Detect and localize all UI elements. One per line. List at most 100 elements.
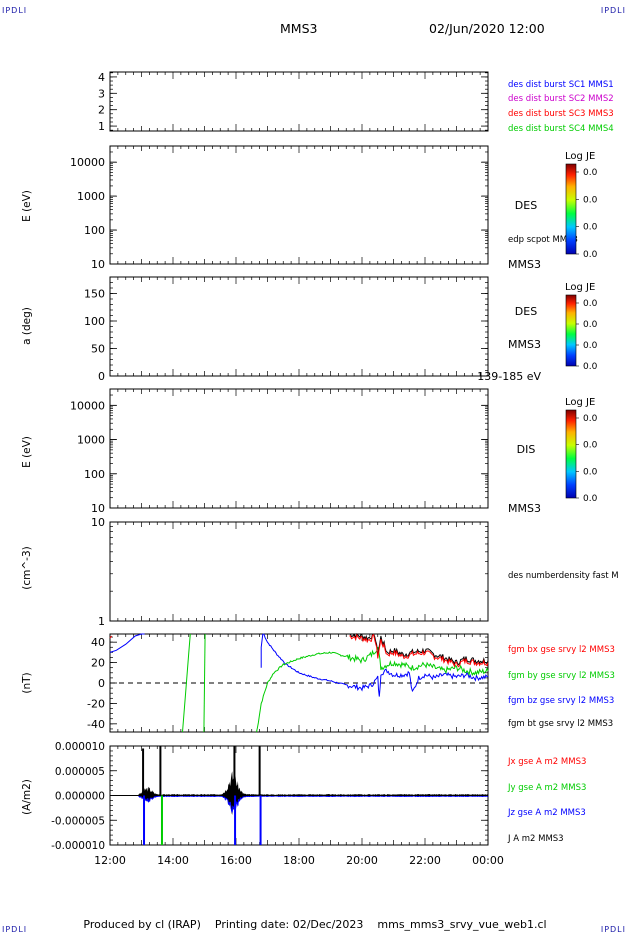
time-tick-label: 00:00 [472,854,504,867]
dis_energy-y-tick-label: 100 [84,468,105,481]
fgm-y-axis-label: (nT) [21,672,33,693]
burst-y-tick-label: 1 [98,120,105,133]
dis_energy-colorbar-title: Log JE [565,397,595,408]
des_pitch-right-label: 139-185 eV [477,370,541,383]
des_energy-y-tick-label: 100 [84,224,105,237]
fgm-series-by [256,646,489,733]
density-legend-entry: des numberdensity fast M [508,571,619,581]
des_energy-y-axis-label: E (eV) [21,190,33,222]
fgm-y-tick-label: 40 [91,636,105,649]
dis_energy-colorbar-tick-label: 0.0 [583,467,598,477]
des_energy-colorbar-tick-label: 0.0 [583,168,598,178]
dis_energy-y-tick-label: 1000 [77,434,105,447]
time-tick-label: 22:00 [409,854,441,867]
dis_energy-colorbar-tick-label: 0.0 [583,441,598,451]
current-legend-entry: Jx gse A m2 MMS3 [507,757,586,767]
burst-legend-entry: des dist burst SC1 MMS1 [508,80,614,90]
dis_energy-right-label: MMS3 [508,502,541,515]
des_pitch-y-tick-label: 100 [84,315,105,328]
time-tick-label: 18:00 [283,854,315,867]
des_pitch-y-tick-label: 50 [91,343,105,356]
current-legend-entry: Jz gse A m2 MMS3 [507,808,586,818]
corner-tag-bottom-right: IPDLI [600,925,626,934]
footer-printing-date: Printing date: 02/Dec/2023 [214,918,364,931]
des_pitch-colorbar-tick-label: 0.0 [583,362,598,372]
fgm-legend-entry: fgm bz gse srvy l2 MMS3 [508,696,614,706]
dis_energy-y-axis-label: E (eV) [21,436,33,468]
fgm-series-bx [109,635,112,639]
des_energy-panel-frame [109,145,489,265]
time-tick-label: 16:00 [220,854,252,867]
fgm-series-by [182,633,191,733]
time-tick-label: 14:00 [157,854,189,867]
fgm-series-bz [262,633,489,697]
density-y-tick-label: 1 [98,615,105,628]
time-tick-label: 20:00 [346,854,378,867]
des_energy-colorbar [565,163,577,255]
dis_energy-right-label: DIS [517,443,536,456]
burst-panel-frame [109,71,489,132]
fgm-y-tick-label: 20 [91,657,105,670]
des_pitch-right-label: MMS3 [508,338,541,351]
current-legend-entry: J A m2 MMS3 [507,834,564,844]
dis_energy-colorbar [565,409,577,499]
des_energy-right-label: DES [515,199,537,212]
fgm-series-bz [109,633,145,653]
dis_energy-panel-frame [109,388,489,509]
fgm-legend-entry: fgm bx gse srvy l2 MMS3 [508,645,615,655]
current-y-tick-label: -0.000005 [51,815,105,827]
burst-y-tick-label: 3 [98,87,105,100]
current-y-axis-label: (A/m2) [21,779,33,815]
time-tick-label: 12:00 [94,854,126,867]
burst-y-tick-label: 2 [98,104,105,117]
des_pitch-y-tick-label: 150 [84,288,105,301]
burst-legend-entry: des dist burst SC2 MMS2 [508,94,614,104]
burst-y-tick-label: 4 [98,71,105,84]
density-y-tick-label: 10 [91,516,105,529]
dis_energy-colorbar-tick-label: 0.0 [583,414,598,424]
current-y-tick-label: -0.000010 [51,840,105,852]
fgm-series-bx [349,633,489,668]
current-jz-band [138,795,489,813]
fgm-legend-entry: fgm bt gse srvy l2 MMS3 [508,719,613,729]
des_pitch-colorbar-tick-label: 0.0 [583,341,598,351]
spacecraft-title: MMS3 [280,21,318,36]
dis_energy-colorbar-tick-label: 0.0 [583,494,598,504]
density-panel-frame [109,521,489,622]
footer-produced: Produced by cl (IRAP) [83,918,201,931]
des_energy-y-tick-label: 1000 [77,190,105,203]
des_pitch-y-axis-label: a (deg) [21,307,33,345]
fgm-series-bt [349,633,489,666]
des_energy-right-label: edp scpot MMS3 [508,235,578,245]
des_energy-colorbar-title: Log JE [565,151,595,162]
des_pitch-panel-frame [109,276,489,377]
fgm-legend-entry: fgm by gse srvy l2 MMS3 [508,671,615,681]
current-legend-entry: Jy gse A m2 MMS3 [507,783,586,793]
des_pitch-colorbar [565,294,577,367]
des_energy-y-tick-label: 10000 [70,156,105,169]
des_energy-colorbar-tick-label: 0.0 [583,250,598,260]
des_energy-colorbar-tick-label: 0.0 [583,223,598,233]
dis_energy-y-tick-label: 10000 [70,399,105,412]
fgm-y-tick-label: -20 [87,697,105,710]
fgm-series-by [203,633,206,733]
des_energy-y-tick-label: 10 [91,258,105,271]
footer: Produced by cl (IRAP) Printing date: 02/… [0,918,630,931]
des_pitch-colorbar-title: Log JE [565,282,595,293]
datetime-title: 02/Jun/2020 12:00 [429,21,545,36]
des_pitch-colorbar-tick-label: 0.0 [583,320,598,330]
des_energy-colorbar-tick-label: 0.0 [583,195,598,205]
burst-legend-entry: des dist burst SC4 MMS4 [508,124,614,134]
current-y-tick-label: 0.000010 [55,741,105,753]
fgm-y-tick-label: -40 [87,718,105,731]
des_pitch-colorbar-tick-label: 0.0 [583,299,598,309]
des_pitch-y-tick-label: 0 [98,370,105,383]
current-y-tick-label: 0.000005 [55,766,105,778]
corner-tag-top-left: IPDLI [2,6,28,15]
footer-product: mms_mms3_srvy_vue_web1.cl [377,918,547,931]
fgm-series-bz [260,633,264,668]
dis_energy-y-tick-label: 10 [91,502,105,515]
burst-legend-entry: des dist burst SC3 MMS3 [508,109,614,119]
corner-tag-top-right: IPDLI [600,6,626,15]
